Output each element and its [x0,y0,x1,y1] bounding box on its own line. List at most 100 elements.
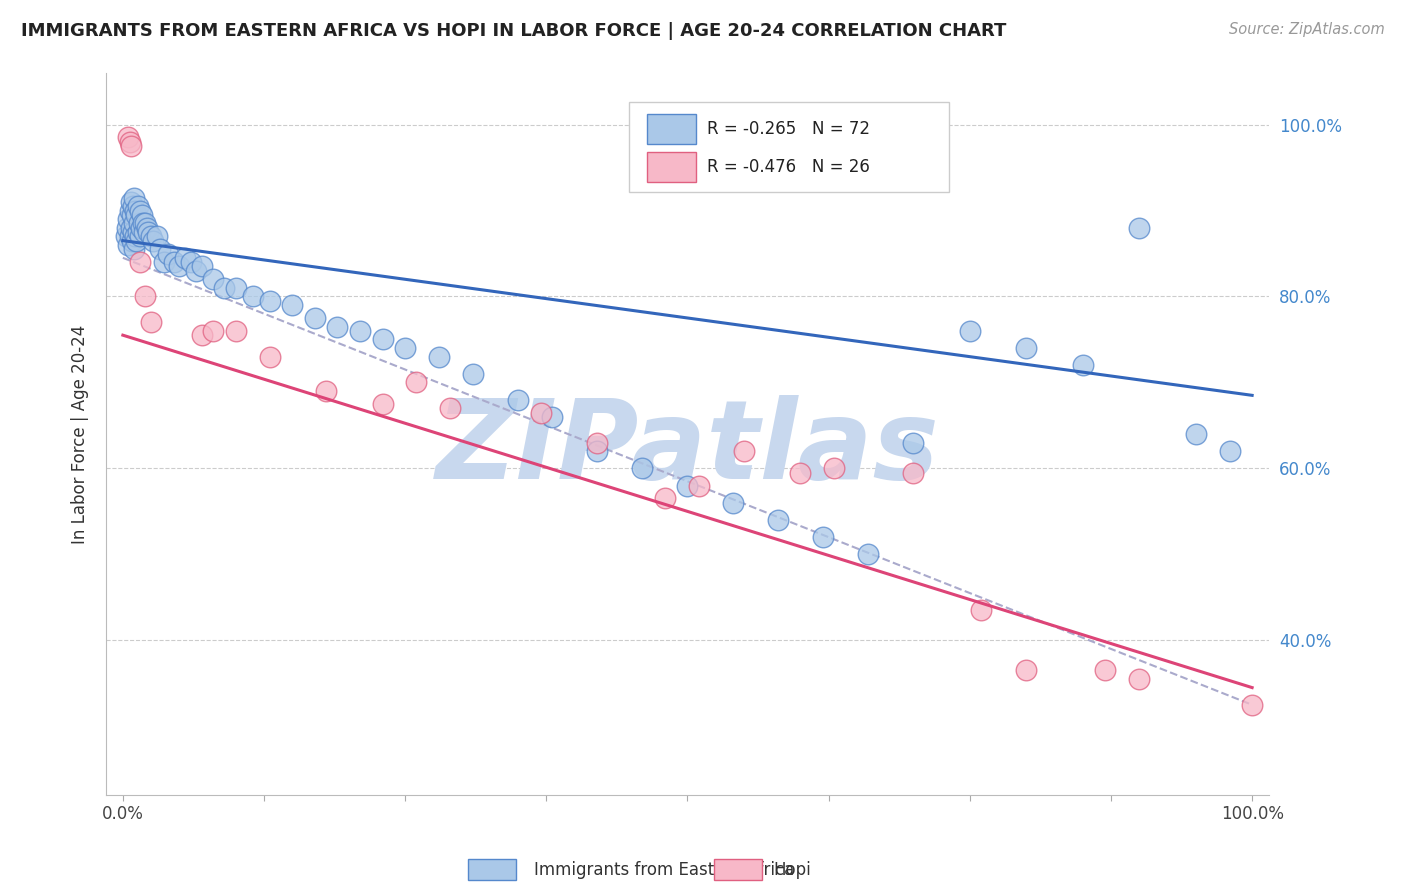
Point [903,435,925,450]
Point [315,384,337,398]
Point [128,229,150,244]
Point [191,328,214,343]
Point [789,466,811,480]
Point [169,260,191,274]
Point [970,603,993,617]
Point [127,199,149,213]
Point [259,350,281,364]
Point [202,324,225,338]
Point [125,208,148,222]
Point [225,324,247,338]
Point [811,530,834,544]
Y-axis label: In Labor Force | Age 20-24: In Labor Force | Age 20-24 [72,325,89,543]
Point [174,251,197,265]
Point [259,293,281,308]
Point [124,229,146,244]
Point [326,319,349,334]
Point [1128,672,1150,686]
Point [823,461,845,475]
Text: Hopi: Hopi [773,861,811,879]
Point [145,229,167,244]
Point [281,298,304,312]
Point [118,203,141,218]
Point [129,220,152,235]
Point [959,324,981,338]
Point [128,203,150,218]
Point [1015,664,1038,678]
Point [721,496,744,510]
Point [586,435,609,450]
Text: R = -0.476   N = 26: R = -0.476 N = 26 [707,158,870,176]
Point [142,234,165,248]
Point [676,478,699,492]
Point [118,229,141,244]
Point [122,199,145,213]
Point [186,263,208,277]
Text: R = -0.265   N = 72: R = -0.265 N = 72 [707,120,870,138]
Point [1218,444,1240,458]
Point [135,220,157,235]
FancyBboxPatch shape [647,152,696,182]
Point [122,242,145,256]
Point [127,225,149,239]
Point [1184,427,1206,442]
Point [131,208,153,222]
Point [654,491,676,506]
Point [139,315,162,329]
Point [1015,341,1038,355]
Point [631,461,654,475]
Point [903,466,925,480]
Point [1128,220,1150,235]
Point [152,255,174,269]
Point [766,513,789,527]
Point [530,405,553,419]
FancyBboxPatch shape [630,102,949,192]
Point [1094,664,1116,678]
Point [117,220,139,235]
Point [122,225,145,239]
Point [128,255,150,269]
Point [134,216,156,230]
Point [117,130,139,145]
Point [124,203,146,218]
Point [394,341,416,355]
Point [163,255,186,269]
Point [134,289,156,303]
Point [115,229,138,244]
Point [117,238,139,252]
FancyBboxPatch shape [647,114,696,145]
Point [427,350,450,364]
Point [120,194,142,209]
Text: Immigrants from Eastern Africa: Immigrants from Eastern Africa [534,861,794,879]
Point [122,191,145,205]
Point [121,208,143,222]
Point [242,289,264,303]
Point [136,225,159,239]
Point [439,401,461,416]
Point [371,333,394,347]
Point [134,225,156,239]
Point [1071,358,1094,372]
Point [1241,698,1264,712]
Point [125,234,148,248]
Point [371,397,394,411]
Point [225,281,247,295]
Text: ZIPatlas: ZIPatlas [436,395,939,502]
Point [121,234,143,248]
Point [132,216,155,230]
Point [117,212,139,227]
Text: IMMIGRANTS FROM EASTERN AFRICA VS HOPI IN LABOR FORCE | AGE 20-24 CORRELATION CH: IMMIGRANTS FROM EASTERN AFRICA VS HOPI I… [21,22,1007,40]
Point [405,376,427,390]
Point [180,255,202,269]
Point [586,444,609,458]
Text: Source: ZipAtlas.com: Source: ZipAtlas.com [1229,22,1385,37]
Point [688,478,710,492]
Point [304,310,326,325]
Point [733,444,755,458]
Point [120,220,142,235]
Point [157,246,180,260]
Point [506,392,529,407]
Point [214,281,236,295]
Point [191,260,214,274]
Point [541,409,564,424]
